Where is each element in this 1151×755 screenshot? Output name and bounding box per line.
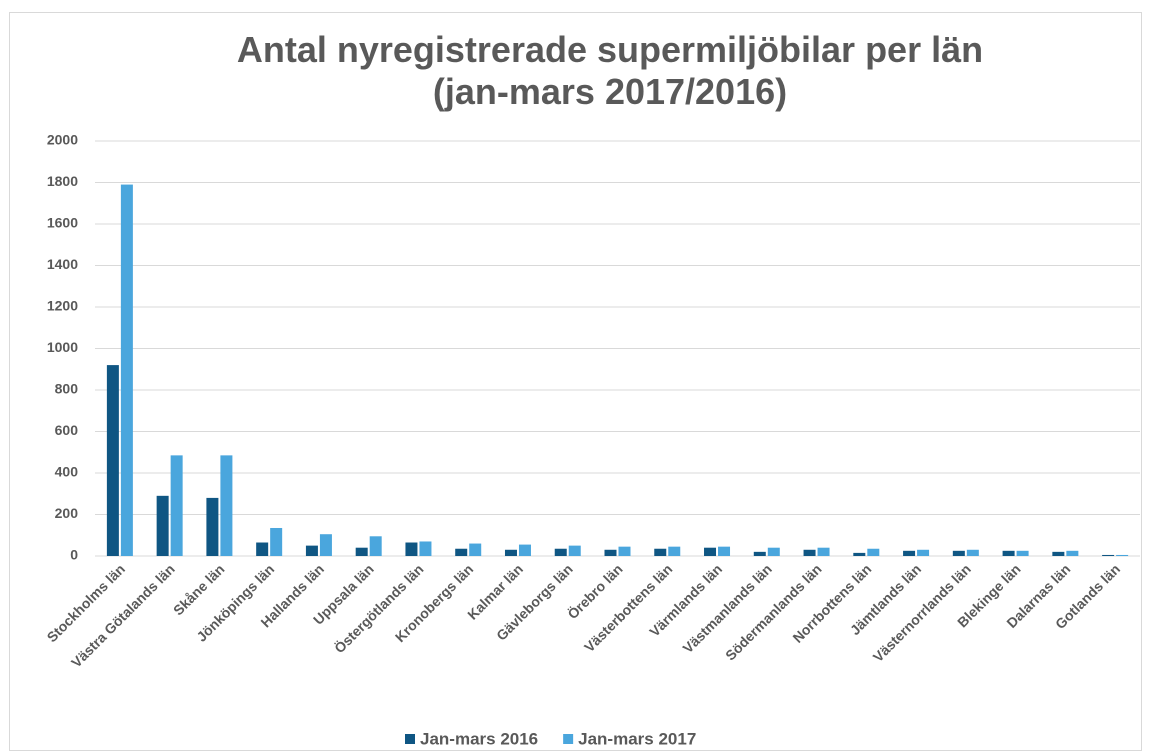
bar [355, 547, 368, 556]
bar [220, 455, 233, 556]
bar [1002, 550, 1015, 556]
bar [455, 548, 468, 556]
y-tick-label: 200 [55, 505, 79, 521]
bar [319, 534, 332, 556]
bar [554, 548, 567, 556]
bar [817, 547, 830, 556]
bar [419, 541, 432, 556]
bar [604, 549, 617, 556]
chart-title: Antal nyregistrerade supermiljöbilar per… [237, 29, 983, 70]
bar [518, 544, 531, 556]
bar [1116, 554, 1129, 556]
bar [704, 547, 717, 556]
bar [270, 527, 283, 556]
bar [405, 542, 418, 556]
bar [1052, 551, 1065, 556]
bar [469, 543, 482, 556]
bar [767, 547, 780, 556]
bar [568, 545, 581, 556]
bar [504, 549, 517, 556]
y-tick-label: 800 [55, 381, 79, 397]
chart-border [9, 12, 1142, 751]
legend-swatch [563, 734, 574, 744]
bar [867, 548, 880, 556]
bar [256, 542, 269, 556]
y-tick-label: 2000 [47, 132, 78, 148]
bar [618, 546, 631, 556]
legend-swatch [405, 734, 415, 744]
bar [206, 497, 219, 556]
bar [903, 550, 916, 556]
bar [966, 549, 979, 556]
bar [305, 545, 318, 556]
bar [753, 551, 766, 556]
y-tick-label: 1200 [47, 298, 78, 314]
bar [654, 548, 667, 556]
legend-label: Jan-mars 2017 [578, 729, 696, 748]
y-tick-label: 400 [55, 464, 79, 480]
y-tick-label: 1800 [47, 173, 78, 189]
bar [853, 552, 866, 556]
bar [917, 549, 930, 556]
y-tick-label: 600 [55, 422, 79, 438]
bar [668, 546, 681, 556]
bar [952, 550, 965, 556]
bar [156, 495, 169, 556]
bar [1102, 554, 1115, 556]
bar [120, 184, 133, 556]
bar [170, 455, 183, 556]
bar [1016, 550, 1029, 556]
y-tick-label: 0 [70, 547, 78, 563]
bar [803, 549, 816, 556]
legend-label: Jan-mars 2016 [420, 729, 538, 748]
bar [1066, 550, 1079, 556]
y-tick-label: 1400 [47, 256, 78, 272]
bar [106, 365, 119, 556]
bar [718, 546, 731, 556]
y-tick-label: 1000 [47, 339, 78, 355]
chart-subtitle: (jan-mars 2017/2016) [433, 71, 787, 112]
bar [369, 536, 382, 556]
y-tick-label: 1600 [47, 215, 78, 231]
